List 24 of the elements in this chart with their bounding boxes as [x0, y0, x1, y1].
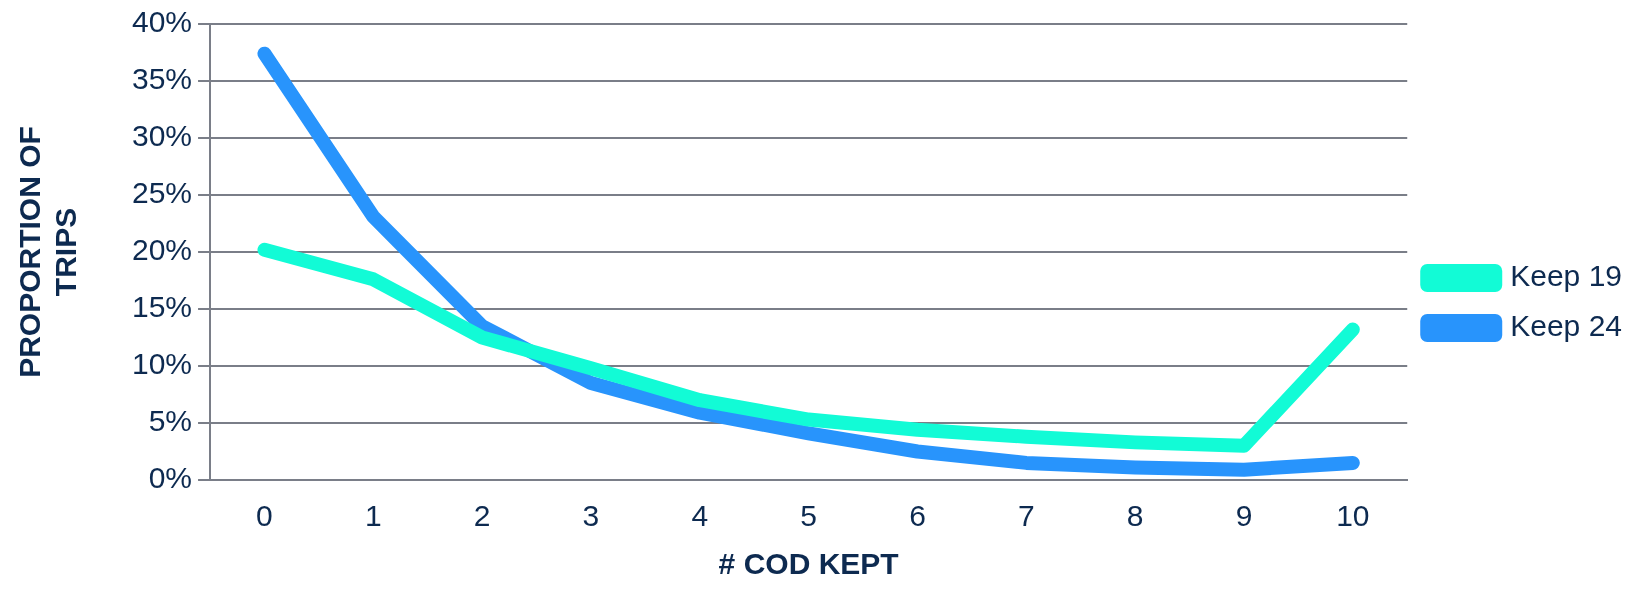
- y-tick-label: 15%: [132, 290, 193, 324]
- x-tick-label: 4: [691, 499, 709, 533]
- x-tick-label: 3: [582, 499, 600, 533]
- y-tick-label: 10%: [132, 347, 193, 381]
- y-tick-label: 5%: [148, 404, 193, 438]
- x-tick-label: 7: [1017, 499, 1035, 533]
- x-tick-label: 1: [364, 499, 382, 533]
- legend-label: Keep 19: [1510, 259, 1623, 293]
- y-tick-label: 20%: [132, 233, 193, 267]
- x-tick-label: 10: [1336, 499, 1370, 533]
- y-tick-label: 40%: [132, 5, 193, 39]
- y-tick-label: 30%: [132, 119, 193, 153]
- x-axis-title: # COD KEPT: [718, 547, 899, 581]
- y-tick-label: 35%: [132, 62, 193, 96]
- y-axis-title: PROPORTION OF TRIPS: [13, 126, 83, 378]
- x-tick-label: 2: [473, 499, 491, 533]
- x-tick-label: 6: [909, 499, 926, 533]
- y-tick-label: 0%: [148, 461, 193, 495]
- legend-label: Keep 24: [1510, 309, 1623, 343]
- x-tick-label: 8: [1126, 499, 1144, 533]
- x-tick-label: 0: [256, 499, 273, 533]
- x-tick-label: 9: [1235, 499, 1253, 533]
- x-tick-label: 5: [800, 499, 817, 533]
- y-tick-label: 25%: [132, 176, 193, 210]
